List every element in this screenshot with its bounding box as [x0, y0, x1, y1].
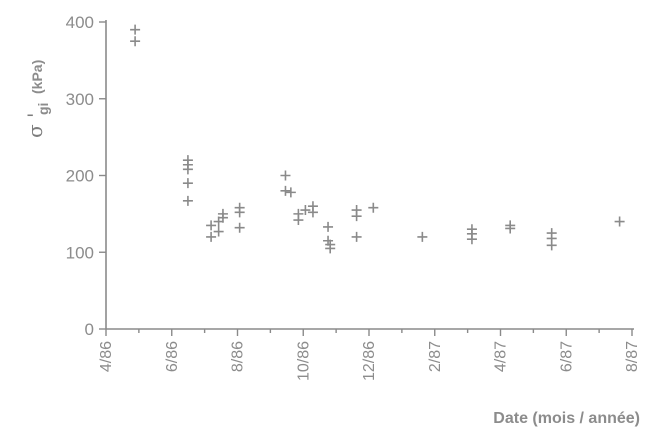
x-tick-label: 6/87 [558, 341, 575, 372]
y-tick-label: 200 [66, 167, 94, 186]
data-point [325, 243, 336, 254]
data-point [130, 36, 141, 47]
data-points [130, 24, 625, 254]
data-point [206, 220, 217, 231]
data-point [614, 216, 625, 227]
data-point [417, 231, 428, 242]
x-ticks: 4/86 6/86 8/86 10/86 12/86 2/87 4/87 6/87 8/87 [98, 329, 641, 381]
y-axis-label: σ ' gi (kPa) [23, 60, 51, 138]
x-tick-label: 10/86 [295, 341, 312, 381]
data-point [213, 226, 224, 237]
x-tick-label: 4/86 [98, 341, 115, 372]
x-tick-label: 8/87 [624, 341, 641, 372]
data-point [307, 207, 318, 218]
x-tick-label: 4/87 [493, 341, 510, 372]
x-tick-label: 6/86 [164, 341, 181, 372]
data-point [323, 221, 334, 232]
data-point [130, 24, 141, 35]
data-point [466, 234, 477, 245]
data-point [293, 215, 304, 226]
data-point [182, 178, 193, 189]
y-tick-label: 0 [85, 320, 94, 339]
data-point [351, 231, 362, 242]
axes [105, 20, 634, 330]
y-axis-label-symbol: σ ' [23, 112, 47, 138]
data-point [351, 211, 362, 222]
y-axis-label-unit: (kPa) [29, 60, 45, 94]
y-tick-label: 100 [66, 243, 94, 262]
data-point [300, 205, 311, 216]
data-point [285, 187, 296, 198]
data-point [182, 195, 193, 206]
data-point [280, 170, 291, 181]
x-axis-label: Date (mois / année) [493, 410, 640, 427]
y-tick-label: 300 [66, 90, 94, 109]
data-point [368, 202, 379, 213]
y-ticks: 0 100 200 300 400 [66, 13, 106, 339]
y-tick-label: 400 [66, 13, 94, 32]
x-tick-label: 2/87 [427, 341, 444, 372]
x-tick-label: 12/86 [361, 341, 378, 381]
data-point [505, 223, 516, 234]
data-point [182, 164, 193, 175]
data-point [280, 185, 291, 196]
data-point [234, 207, 245, 218]
data-point [206, 231, 217, 242]
y-axis-label-subscript: gi [35, 103, 51, 115]
x-tick-label: 8/86 [230, 341, 247, 372]
data-point [234, 222, 245, 233]
data-point [546, 240, 557, 251]
data-point [217, 212, 228, 223]
